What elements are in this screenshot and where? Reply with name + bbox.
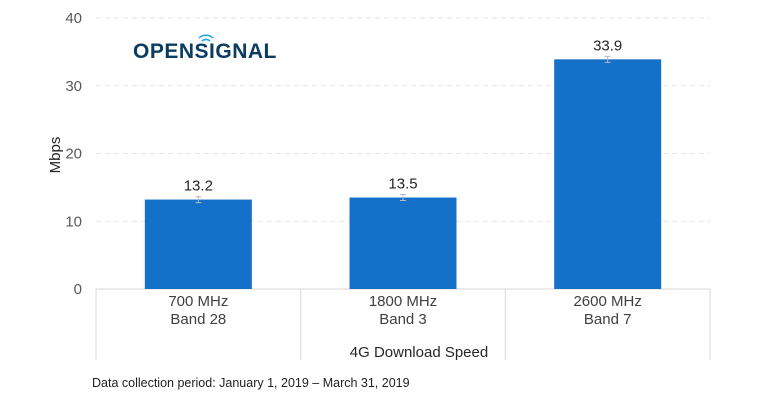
y-tick-label: 20 [65,146,82,163]
footnote: Data collection period: January 1, 2019 … [92,376,410,390]
bar [144,199,252,289]
x-tick-label: 1800 MHz [369,293,437,310]
error-bar [195,196,202,204]
error-bar [400,194,406,202]
x-tick-label: Band 3 [379,311,427,328]
y-axis-title: Mbps [47,137,64,174]
data-label: 13.2 [184,178,213,195]
signal-icon [198,34,214,42]
error-bar [604,55,611,63]
x-tick-label: 700 MHz [168,293,228,310]
bar [554,59,662,289]
logo-text: OPENSIGNAL [133,40,277,63]
y-tick-label: 0 [74,281,82,298]
y-tick-label: 30 [65,78,82,95]
x-tick-label: Band 28 [170,311,226,328]
x-axis-title: 4G Download Speed [350,344,488,361]
y-tick-label: 10 [65,213,82,230]
data-label: 33.9 [593,37,622,54]
data-label: 13.5 [388,176,417,193]
x-tick-label: 2600 MHz [573,293,641,310]
bar [349,197,457,289]
opensignal-logo: OPENSIGNAL [133,34,277,63]
x-tick-label: Band 7 [584,311,632,328]
y-tick-label: 40 [65,10,82,27]
